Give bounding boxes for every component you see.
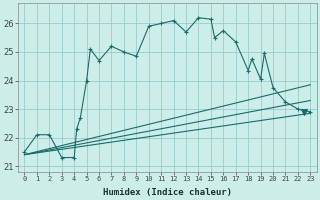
X-axis label: Humidex (Indice chaleur): Humidex (Indice chaleur) — [103, 188, 232, 197]
